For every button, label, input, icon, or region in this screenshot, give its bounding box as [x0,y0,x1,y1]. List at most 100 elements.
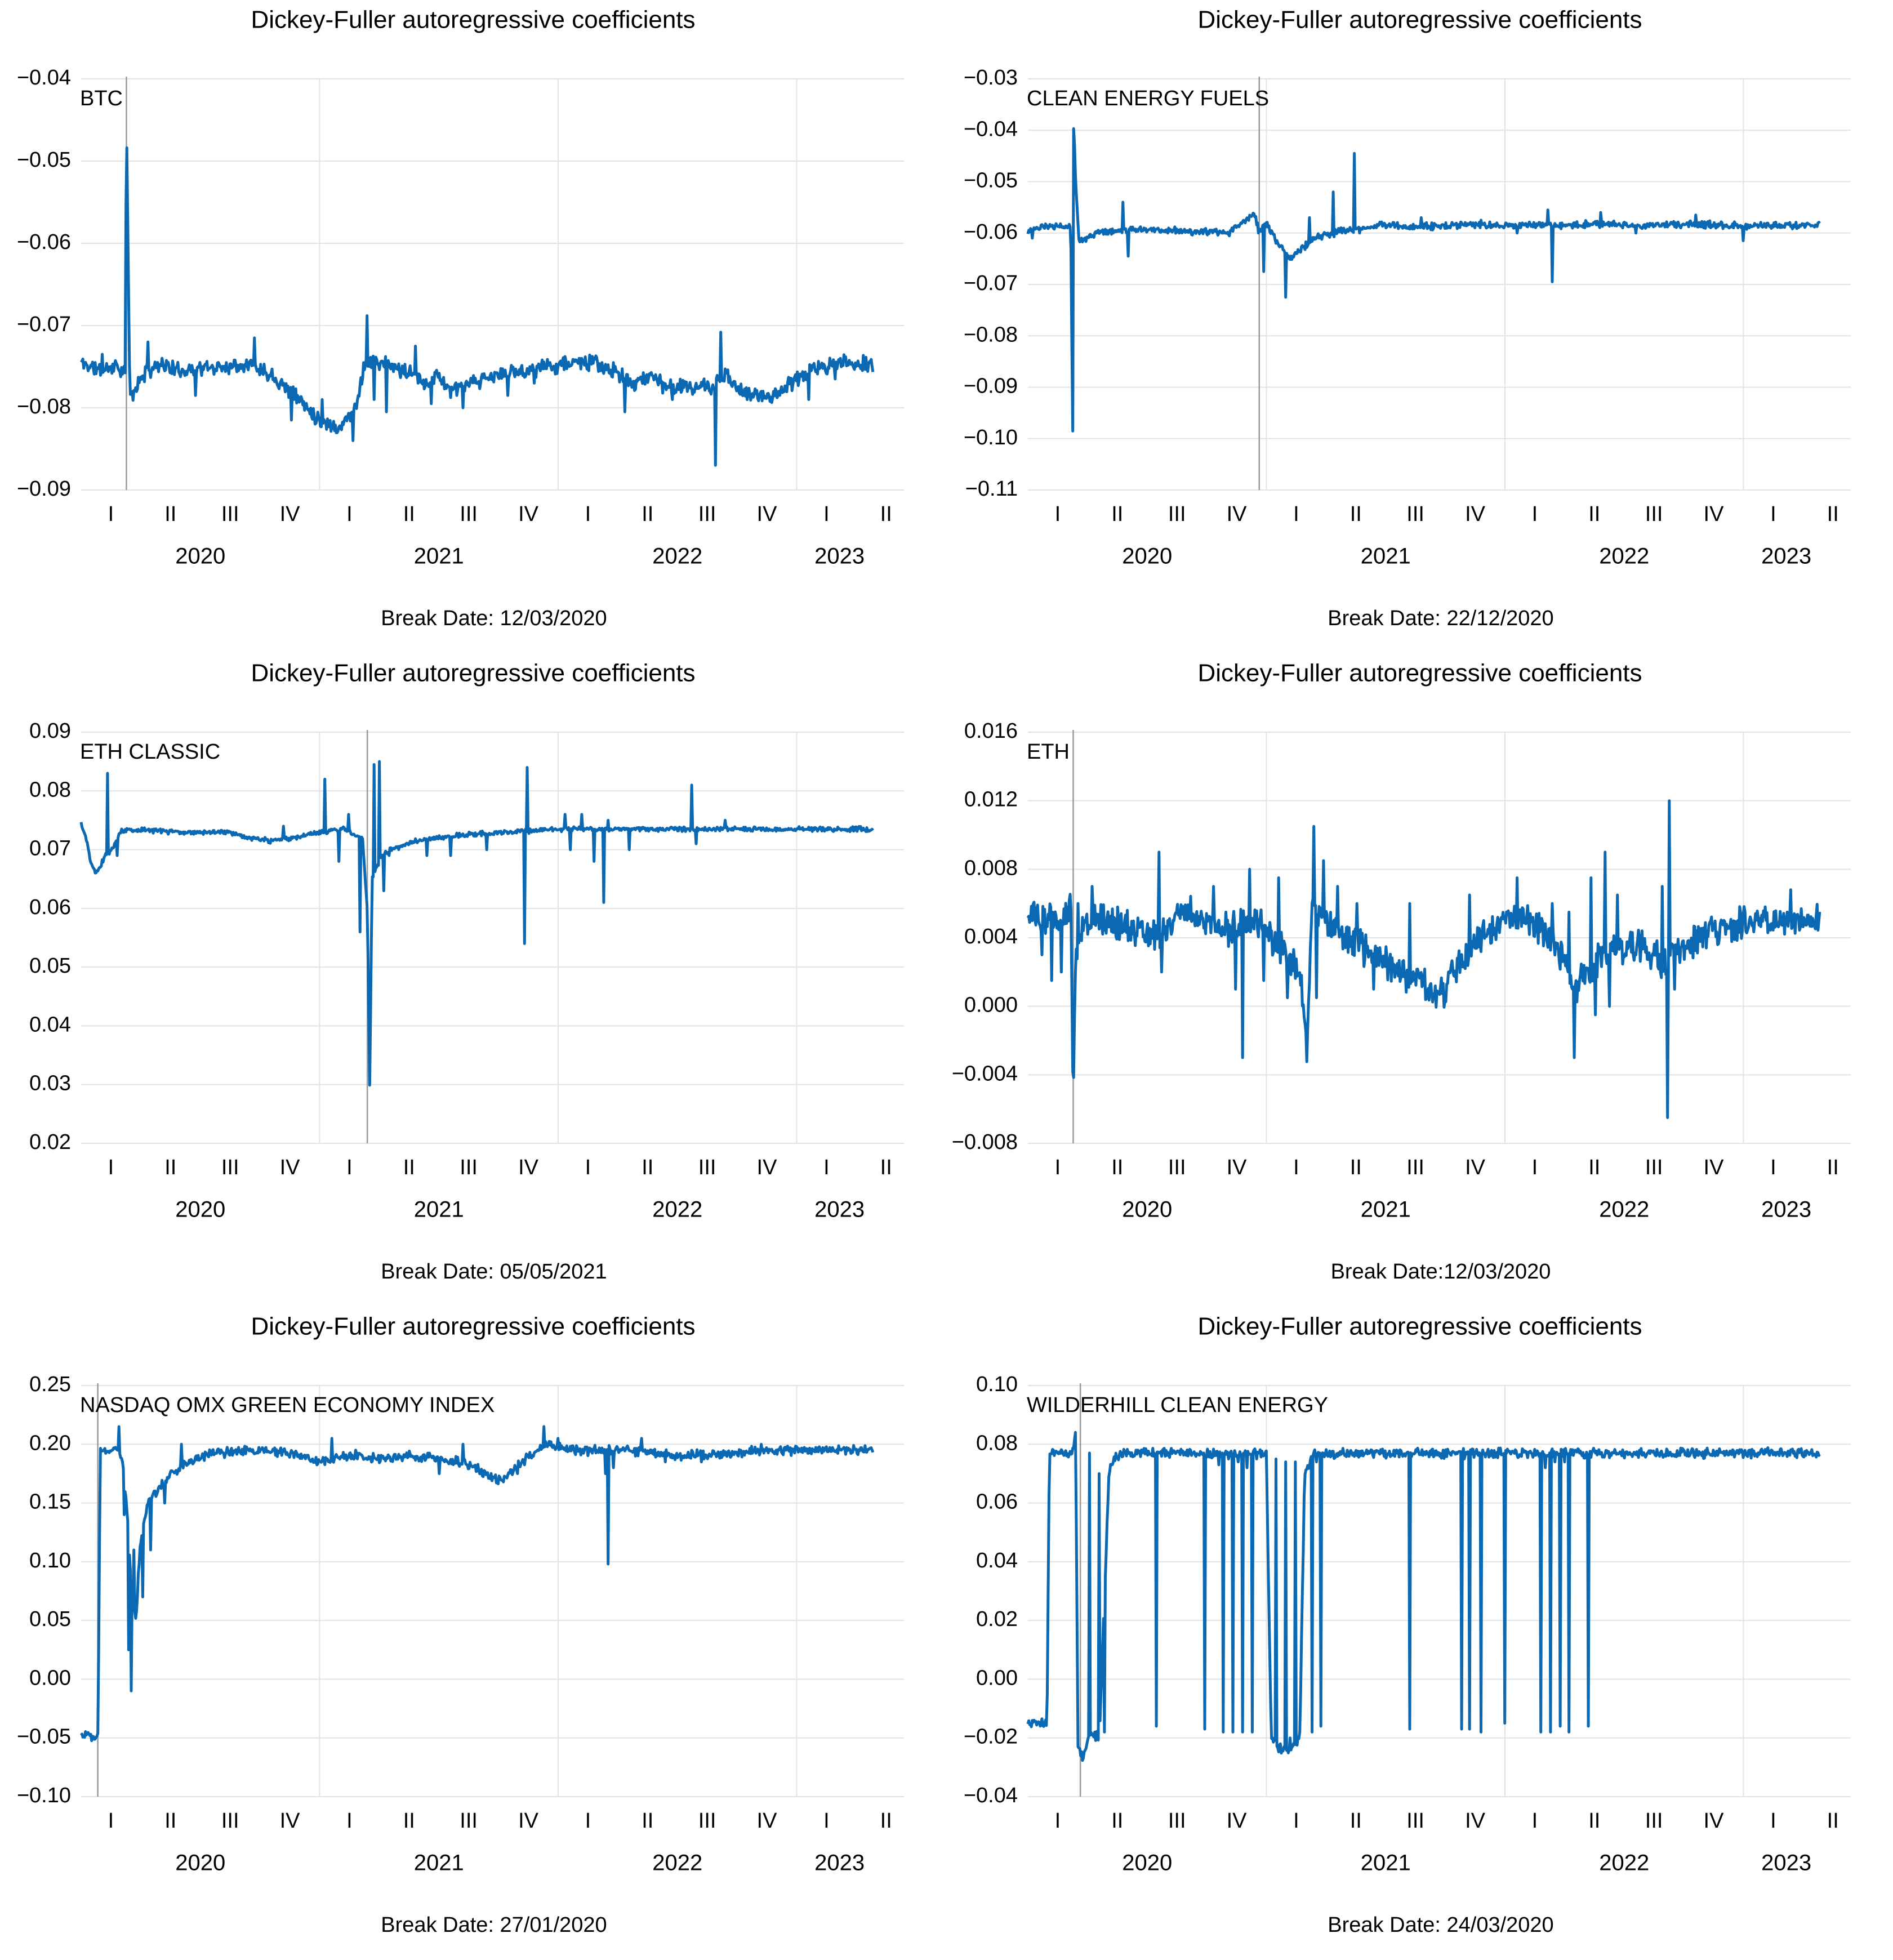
x-quarter-label: II [1588,1809,1600,1833]
x-quarter-label: III [1168,1809,1186,1833]
x-quarter-label: II [403,1156,415,1179]
x-quarter-label: III [460,1809,478,1833]
x-year-label: 2023 [814,544,865,569]
y-tick-label: 0.03 [29,1072,71,1095]
break-date-caption: Break Date:12/03/2020 [1331,1260,1551,1284]
series-label: ETH CLASSIC [80,740,220,764]
x-quarter-label: I [1532,1156,1538,1179]
x-quarter-label: II [642,1156,653,1179]
x-quarter-label: I [823,1156,830,1179]
x-quarter-label: I [1770,1156,1776,1179]
y-tick-label: 0.09 [29,719,71,743]
x-quarter-label: II [642,502,653,526]
break-date-caption: Break Date: 12/03/2020 [381,607,607,630]
x-quarter-label: IV [518,502,539,526]
x-quarter-label: II [880,1809,892,1833]
series-line [1026,127,1821,433]
x-quarter-label: IV [280,1156,301,1179]
y-tick-label: −0.008 [952,1130,1018,1154]
series-line [79,760,874,1087]
x-quarter-label: II [1350,502,1362,526]
y-tick-label: −0.07 [964,271,1018,295]
x-year-label: 2020 [175,544,225,569]
x-quarter-label: IV [1465,1156,1486,1179]
y-tick-label: 0.008 [964,856,1018,880]
x-year-label: 2021 [1361,1851,1411,1876]
x-quarter-label: II [403,502,415,526]
y-tick-label: −0.09 [17,477,71,501]
x-quarter-label: IV [1704,502,1725,526]
y-tick-label: 0.004 [964,925,1018,948]
y-tick-label: −0.03 [964,66,1018,90]
x-year-label: 2023 [1761,1197,1811,1222]
y-tick-label: 0.05 [29,954,71,978]
x-quarter-label: I [346,1156,353,1179]
chart-title: Dickey-Fuller autoregressive coefficient… [251,660,695,687]
y-tick-label: −0.08 [964,323,1018,346]
x-quarter-label: II [1827,1809,1839,1833]
x-year-label: 2021 [1361,544,1411,569]
x-quarter-label: IV [757,1156,778,1179]
x-quarter-label: IV [1227,502,1248,526]
y-tick-label: 0.08 [29,778,71,801]
x-quarter-label: I [1293,1809,1299,1833]
x-year-label: 2023 [1761,1851,1811,1876]
x-quarter-label: III [460,502,478,526]
chart-nasdaq-omx-green-economy: Dickey-Fuller autoregressive coefficient… [17,1313,904,1937]
break-date-caption: Break Date: 05/05/2021 [381,1260,607,1284]
x-quarter-label: IV [1465,1809,1486,1833]
chart-panel-wilderhill-clean-energy: Dickey-Fuller autoregressive coefficient… [947,1307,1893,1960]
y-tick-label: 0.15 [29,1490,71,1514]
x-quarter-label: IV [518,1156,539,1179]
x-year-label: 2022 [652,1197,702,1222]
x-year-label: 2020 [1122,544,1172,569]
y-tick-label: −0.06 [17,230,71,254]
chart-panel-eth: Dickey-Fuller autoregressive coefficient… [947,653,1893,1307]
x-quarter-label: I [823,1809,830,1833]
y-tick-label: −0.04 [17,66,71,90]
x-quarter-label: IV [1704,1156,1725,1179]
x-quarter-label: II [1111,502,1123,526]
x-quarter-label: III [698,1156,716,1179]
y-tick-label: −0.10 [964,426,1018,449]
x-year-label: 2020 [1122,1197,1172,1222]
x-quarter-label: I [346,502,353,526]
y-tick-label: 0.10 [29,1549,71,1573]
y-tick-label: −0.11 [965,477,1018,501]
x-quarter-label: II [164,1156,176,1179]
series-line [80,146,875,467]
x-quarter-label: II [1111,1809,1123,1833]
chart-title: Dickey-Fuller autoregressive coefficient… [251,1313,695,1340]
y-tick-label: 0.00 [29,1666,71,1690]
series-label: CLEAN ENERGY FUELS [1027,87,1269,110]
x-quarter-label: II [642,1809,653,1833]
chart-panel-nasdaq-omx-green-economy: Dickey-Fuller autoregressive coefficient… [0,1307,946,1960]
x-quarter-label: I [108,502,114,526]
y-tick-label: 0.000 [964,994,1018,1017]
x-year-label: 2022 [652,1851,702,1876]
x-quarter-label: I [1532,1809,1538,1833]
y-tick-label: 0.04 [976,1549,1018,1573]
x-quarter-label: II [880,502,892,526]
x-quarter-label: III [1645,502,1663,526]
x-quarter-label: II [1350,1809,1362,1833]
x-quarter-label: IV [280,502,301,526]
y-tick-label: 0.05 [29,1607,71,1631]
x-quarter-label: II [1588,1156,1600,1179]
y-tick-label: 0.07 [29,837,71,861]
x-quarter-label: IV [1465,502,1486,526]
chart-panel-btc: Dickey-Fuller autoregressive coefficient… [0,0,946,653]
y-tick-label: 0.20 [29,1431,71,1455]
x-quarter-label: III [698,502,716,526]
x-quarter-label: I [1293,1156,1299,1179]
x-quarter-label: II [1588,502,1600,526]
x-year-label: 2020 [175,1851,225,1876]
y-tick-label: 0.02 [29,1130,71,1154]
y-tick-label: −0.09 [964,375,1018,398]
x-quarter-label: II [1350,1156,1362,1179]
chart-title: Dickey-Fuller autoregressive coefficient… [1197,660,1642,687]
x-quarter-label: IV [757,502,778,526]
x-year-label: 2023 [1761,544,1811,569]
x-quarter-label: I [108,1809,114,1833]
x-quarter-label: I [1532,502,1538,526]
